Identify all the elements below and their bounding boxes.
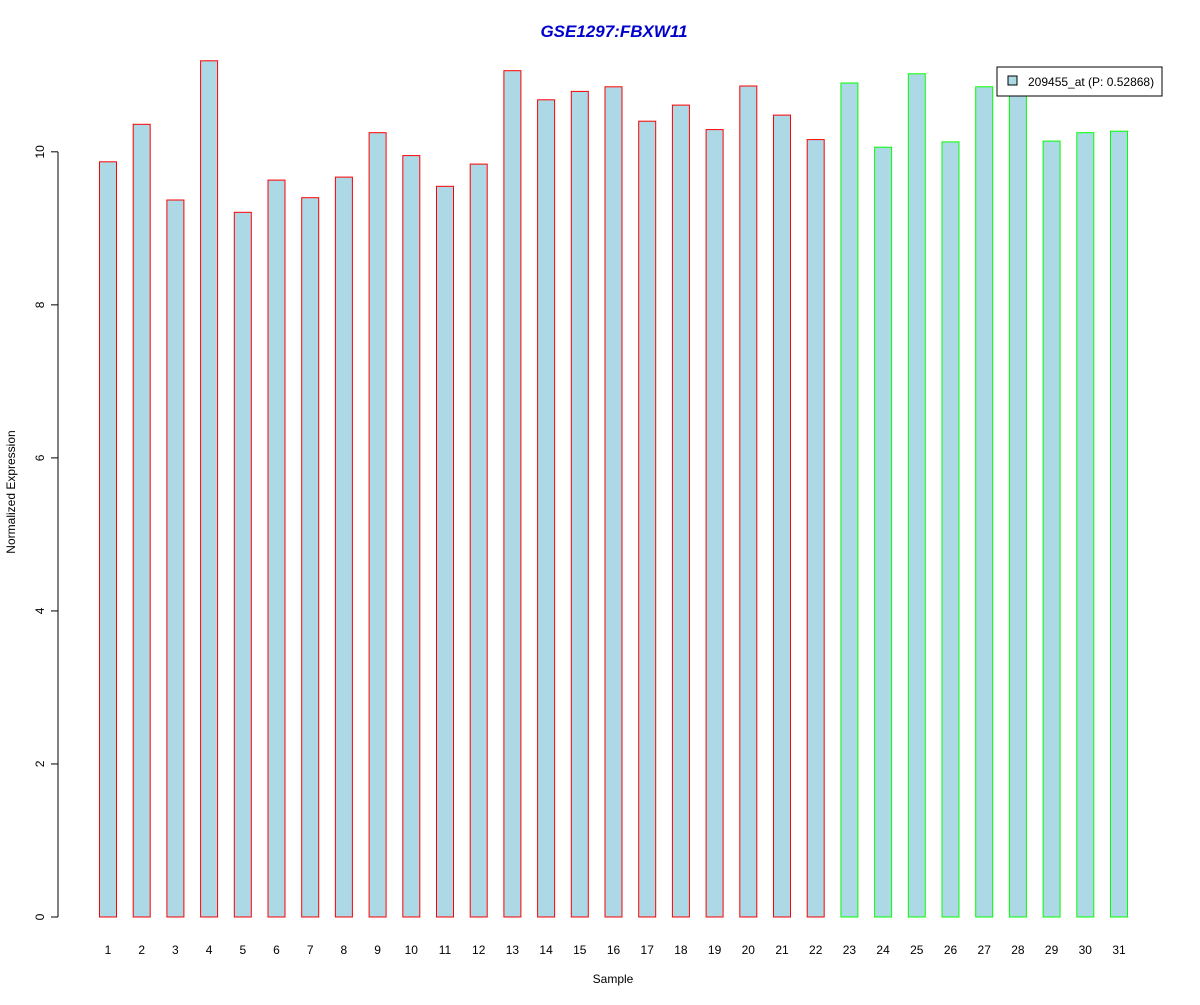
x-tick-label: 6 [273, 943, 280, 957]
x-tick-label: 7 [307, 943, 314, 957]
chart-title: GSE1297:FBXW11 [540, 22, 687, 41]
bar-sample-10 [402, 155, 421, 918]
x-tick-label: 2 [138, 943, 145, 957]
y-tick-label: 6 [33, 454, 47, 461]
bar-sample-7 [301, 197, 320, 918]
x-axis-label: Sample [593, 972, 634, 986]
bar-sample-23 [840, 82, 859, 918]
bar-sample-19 [705, 129, 724, 918]
bar-sample-25 [907, 73, 926, 918]
bar-sample-20 [739, 85, 758, 918]
bar-sample-4 [200, 60, 219, 918]
y-tick-label: 0 [33, 913, 47, 920]
x-tick-label: 4 [206, 943, 213, 957]
x-tick-label: 21 [775, 943, 789, 957]
bar-sample-1 [99, 161, 117, 918]
x-tick-label: 13 [506, 943, 520, 957]
x-tick-label: 30 [1079, 943, 1093, 957]
bar-sample-16 [604, 86, 623, 918]
bars [99, 60, 1128, 918]
legend-swatch [1007, 75, 1018, 86]
bar-sample-31 [1110, 130, 1128, 918]
x-tick-label: 5 [239, 943, 246, 957]
x-tick-label: 27 [978, 943, 992, 957]
x-tick-label: 24 [876, 943, 890, 957]
x-tick-label: 31 [1112, 943, 1126, 957]
y-tick-label: 2 [33, 760, 47, 767]
bar-sample-13 [503, 70, 522, 918]
y-tick-label: 8 [33, 301, 47, 308]
y-tick-label: 10 [33, 145, 47, 159]
x-tick-label: 26 [944, 943, 958, 957]
bar-sample-2 [132, 123, 151, 918]
x-tick-label: 9 [374, 943, 381, 957]
bar-sample-26 [941, 141, 960, 918]
x-tick-label: 12 [472, 943, 486, 957]
x-tick-label: 14 [539, 943, 553, 957]
bar-sample-11 [436, 185, 454, 918]
x-tick-label: 1 [105, 943, 112, 957]
x-tick-label: 17 [641, 943, 655, 957]
bar-sample-17 [638, 120, 657, 918]
x-tick-label: 18 [674, 943, 688, 957]
x-tick-label: 11 [439, 943, 452, 957]
x-tick-label: 19 [708, 943, 722, 957]
x-tick-label: 23 [843, 943, 857, 957]
bar-sample-28 [1008, 89, 1027, 918]
bar-sample-6 [267, 179, 286, 918]
legend-label: 209455_at (P: 0.52868) [1028, 75, 1154, 89]
bar-sample-14 [537, 99, 556, 918]
legend-box [996, 66, 1163, 97]
bar-sample-3 [166, 199, 185, 918]
bar-sample-15 [570, 90, 589, 918]
y-tick-label: 4 [33, 607, 47, 614]
x-tick-label: 8 [341, 943, 348, 957]
legend: 209455_at (P: 0.52868) [996, 66, 1163, 97]
bar-sample-30 [1076, 132, 1095, 918]
bar-sample-22 [806, 139, 825, 918]
bar-sample-8 [334, 176, 353, 918]
bar-sample-21 [773, 114, 791, 918]
bar-sample-9 [368, 132, 387, 918]
x-tick-label: 29 [1045, 943, 1059, 957]
x-tick-label: 20 [742, 943, 756, 957]
x-tick-label: 16 [607, 943, 621, 957]
bar-sample-5 [233, 211, 252, 918]
x-tick-label: 22 [809, 943, 823, 957]
x-tick-label: 10 [405, 943, 419, 957]
bar-sample-18 [671, 104, 690, 918]
bar-sample-24 [874, 146, 893, 918]
x-tick-label: 15 [573, 943, 587, 957]
x-tick-label: 3 [172, 943, 179, 957]
y-axis: 0 2 4 6 8 10 [33, 145, 59, 920]
bar-sample-27 [975, 86, 994, 918]
bar-sample-12 [469, 163, 488, 918]
x-tick-labels: 1 2 3 4 5 6 7 8 9 10 11 12 13 14 15 16 17 18 19 20 21 22 23 24 2… [105, 943, 1126, 957]
x-tick-label: 25 [910, 943, 924, 957]
y-axis-label: Normalized Expression [4, 430, 18, 553]
x-tick-label: 28 [1011, 943, 1025, 957]
bar-sample-29 [1042, 140, 1061, 918]
